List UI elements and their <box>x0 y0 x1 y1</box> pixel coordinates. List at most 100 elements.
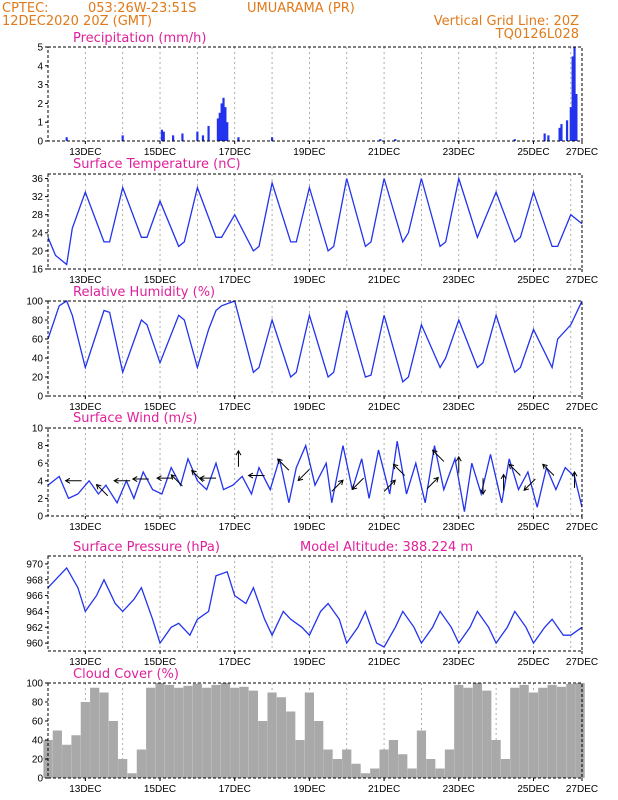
cloud-bar <box>108 721 118 778</box>
x-tick-label: 25DEC <box>517 275 549 286</box>
y-tick-label: 3 <box>37 80 43 91</box>
x-tick-label: 27DEC <box>566 657 598 668</box>
cloud-bar <box>379 749 389 778</box>
cloud-bar <box>267 692 277 778</box>
cloud-bar <box>183 685 193 778</box>
precip-bar <box>181 133 184 141</box>
cloud-bar <box>435 768 445 778</box>
precip-bar <box>222 97 225 141</box>
panel-title: Surface Temperature (nC) <box>73 157 241 172</box>
y-tick-label: 20 <box>32 755 44 766</box>
cloud-bar <box>146 687 156 778</box>
x-tick-label: 15DEC <box>144 402 176 413</box>
cloud-bar <box>407 768 417 778</box>
y-tick-label: 2 <box>37 494 43 505</box>
y-tick-label: 10 <box>32 424 44 435</box>
y-tick-label: 24 <box>32 228 44 239</box>
cloud-bar <box>314 721 324 778</box>
header-code: TQ0126L028 <box>495 27 579 42</box>
x-tick-label: 17DEC <box>219 657 251 668</box>
x-tick-label: 17DEC <box>219 522 251 533</box>
x-tick-label: 19DEC <box>293 275 325 286</box>
series-line <box>47 300 583 383</box>
x-tick-label: 17DEC <box>219 784 251 795</box>
x-tick-label: 21DEC <box>368 657 400 668</box>
cloud-bar <box>566 683 576 778</box>
wind-arrow <box>113 477 131 484</box>
wind-arrow <box>455 455 462 473</box>
y-tick-label: 5 <box>37 43 43 54</box>
y-tick-label: 20 <box>32 246 44 257</box>
y-tick-label: 0 <box>37 392 43 403</box>
wind-arrow <box>508 463 521 476</box>
x-tick-label: 27DEC <box>566 402 598 413</box>
wind-arrow <box>351 477 364 491</box>
cloud-bar <box>174 687 184 778</box>
cloud-bar <box>276 697 286 778</box>
panel-title: Cloud Cover (%) <box>73 667 179 682</box>
wind-arrow <box>131 476 149 482</box>
cloud-bar <box>62 744 72 778</box>
precip-bar <box>569 107 572 141</box>
cloud-bar <box>332 759 343 778</box>
cloud-bar <box>342 749 352 778</box>
panel-title: Surface Pressure (hPa) <box>73 540 220 555</box>
panel-title: Precipitation (mm/h) <box>73 31 206 46</box>
y-tick-label: 1 <box>37 118 43 129</box>
y-tick-label: 100 <box>26 297 43 308</box>
x-tick-label: 19DEC <box>293 402 325 413</box>
x-tick-label: 21DEC <box>368 402 400 413</box>
precip-bar <box>571 56 574 141</box>
y-tick-label: 968 <box>26 575 43 586</box>
precip-bar <box>394 139 397 141</box>
cloud-bar <box>454 684 464 778</box>
cloud-bar <box>444 749 455 778</box>
cloud-bar <box>80 702 90 778</box>
precip-bar <box>573 47 576 141</box>
x-tick-label: 15DEC <box>144 522 176 533</box>
x-tick-label: 17DEC <box>219 147 251 158</box>
wind-arrow <box>235 449 242 467</box>
wind-arrow <box>95 483 109 497</box>
model-altitude: Model Altitude: 388.224 m <box>300 540 473 555</box>
cloud-bar <box>239 686 249 778</box>
x-tick-label: 25DEC <box>517 402 549 413</box>
precip-bar <box>207 125 210 141</box>
wind-arrow <box>297 469 310 482</box>
wind-arrow <box>247 472 265 479</box>
cloud-bar <box>192 683 202 778</box>
x-tick-label: 21DEC <box>368 275 400 286</box>
y-tick-label: 6 <box>37 459 43 470</box>
y-tick-label: 0 <box>37 512 43 523</box>
y-tick-label: 4 <box>37 476 43 487</box>
x-tick-label: 25DEC <box>517 784 549 795</box>
x-tick-label: 19DEC <box>293 147 325 158</box>
wind-arrow <box>426 476 439 490</box>
header-grid-note: Vertical Grid Line: 20Z <box>434 14 579 29</box>
panel-frame <box>47 427 583 517</box>
x-tick-label: 15DEC <box>144 784 176 795</box>
cloud-bar <box>155 683 165 778</box>
y-tick-label: 964 <box>26 607 43 618</box>
cloud-bar <box>211 684 221 778</box>
x-tick-label: 19DEC <box>293 784 325 795</box>
cloud-bar <box>547 684 557 778</box>
cloud-bar <box>99 692 109 778</box>
wind-arrow <box>431 449 445 462</box>
wind-arrow <box>383 479 396 492</box>
y-tick-label: 8 <box>37 441 43 452</box>
y-tick-label: 36 <box>32 174 44 185</box>
x-tick-label: 21DEC <box>368 784 400 795</box>
panel-frame <box>47 682 583 779</box>
y-tick-label: 28 <box>32 210 44 221</box>
x-tick-label: 13DEC <box>69 784 101 795</box>
cloud-bar <box>519 684 529 778</box>
header-location: UMUARAMA (PR) <box>247 1 355 16</box>
y-tick-label: 80 <box>32 316 44 327</box>
precip-bar <box>162 131 165 141</box>
cloud-bar <box>370 768 380 778</box>
wind-arrow <box>276 458 290 471</box>
x-tick-label: 19DEC <box>293 522 325 533</box>
y-tick-label: 60 <box>32 717 44 728</box>
cloud-bar <box>463 687 473 778</box>
